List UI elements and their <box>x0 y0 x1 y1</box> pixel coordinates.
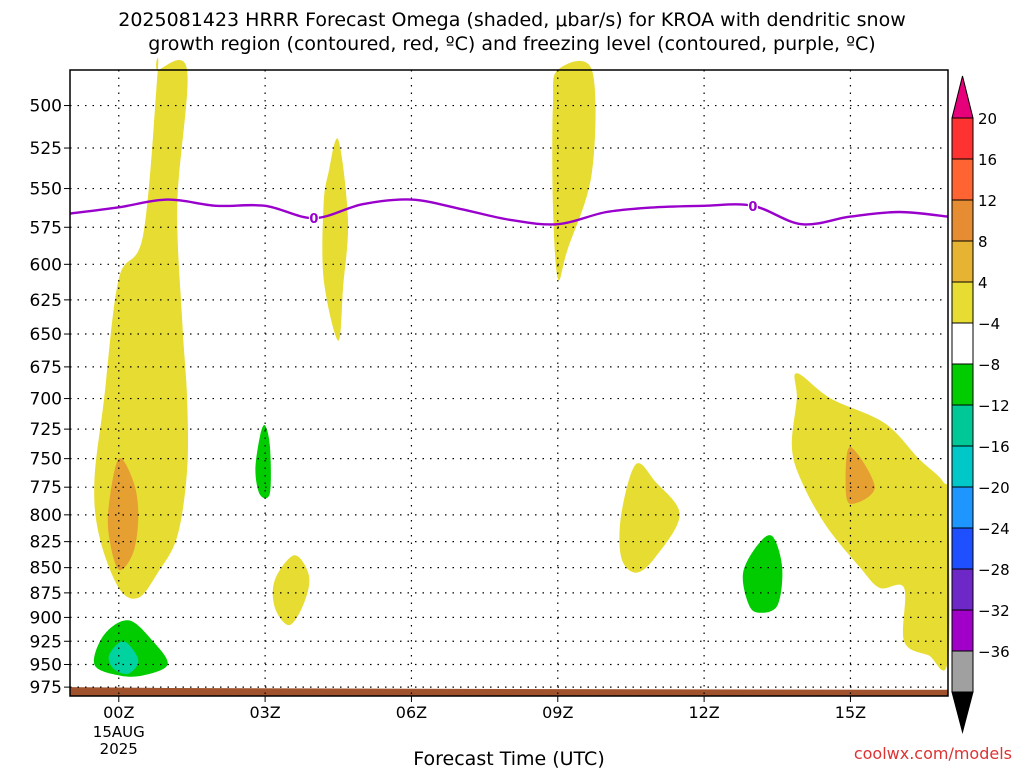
y-tick-label: 550 <box>30 180 62 200</box>
colorbar-swatch <box>951 158 974 201</box>
y-tick-label: 575 <box>30 218 62 238</box>
colorbar-label: 4 <box>978 274 988 292</box>
colorbar-swatch <box>951 650 974 693</box>
omega-shading <box>93 57 950 677</box>
colorbar-label: 20 <box>978 110 997 128</box>
y-tick-label: 600 <box>30 255 62 275</box>
colorbar-label: −12 <box>978 397 1010 415</box>
colorbar-label: 16 <box>978 151 997 169</box>
freezing-level-layer: 00 <box>69 197 949 227</box>
y-tick-label: 925 <box>30 632 62 652</box>
colorbar-label: −28 <box>978 561 1010 579</box>
colorbar-label: −16 <box>978 438 1010 456</box>
y-tick-label: 625 <box>30 291 62 311</box>
y-tick-label: 975 <box>30 678 62 698</box>
ground-layer <box>70 687 948 696</box>
x-tick-label: 09Z <box>542 703 573 722</box>
colorbar-label: −36 <box>978 643 1010 661</box>
omega-region-7 <box>845 446 875 504</box>
title-line-2: growth region (contoured, red, ºC) and f… <box>148 33 876 55</box>
y-tick-label: 900 <box>30 608 62 628</box>
y-tick-label: 775 <box>30 478 62 498</box>
colorbar-swatch <box>951 445 974 488</box>
x-tick-date: 15AUG <box>93 723 145 741</box>
x-tick-label: 15Z <box>835 703 866 722</box>
y-tick-label: 525 <box>30 139 62 159</box>
y-tick-label: 700 <box>30 390 62 410</box>
colorbar-swatch <box>951 363 974 406</box>
colorbar-label: −24 <box>978 520 1010 538</box>
colorbar-label: 12 <box>978 192 997 210</box>
y-axis: 500 525 550 575 600 625 650 675 700 725 750 775 800 8… <box>30 97 70 698</box>
y-tick-label: 825 <box>30 533 62 553</box>
y-tick-label: 725 <box>30 420 62 440</box>
x-tick-label: 03Z <box>249 703 280 722</box>
colorbar-swatch <box>951 486 974 529</box>
colorbar-top-arrow <box>951 75 974 119</box>
colorbar-swatch <box>951 240 974 283</box>
plot-frame <box>69 69 949 697</box>
y-tick-label: 675 <box>30 358 62 378</box>
freezing-level-label: 0 <box>748 200 757 215</box>
omega-region-4 <box>552 60 596 281</box>
x-tick-year: 2025 <box>100 740 138 758</box>
y-tick-label: 750 <box>30 450 62 470</box>
y-tick-label: 950 <box>30 655 62 675</box>
gridlines <box>70 70 948 696</box>
colorbar-swatch <box>951 199 974 242</box>
omega-region-8 <box>255 425 271 499</box>
colorbar-swatch <box>951 609 974 652</box>
colorbar-label: −8 <box>978 356 1000 374</box>
x-tick-label: 12Z <box>688 703 719 722</box>
omega-region-5 <box>619 463 680 573</box>
colorbar-swatch <box>951 322 974 365</box>
title-line-1: 2025081423 HRRR Forecast Omega (shaded, … <box>118 9 906 31</box>
freezing-level-label: 0 <box>309 212 318 227</box>
y-tick-label: 650 <box>30 325 62 345</box>
omega-region-3 <box>272 555 310 626</box>
colorbar-label: −20 <box>978 479 1010 497</box>
colorbar-swatch <box>951 281 974 324</box>
colorbar-swatch <box>951 527 974 570</box>
colorbar: 20 16 12 8 4 −4 −8 −12 −16 −20 −24 −28 −32 −36 <box>951 75 1010 734</box>
chart-title: 2025081423 HRRR Forecast Omega (shaded, … <box>0 8 1024 56</box>
x-tick-label: 06Z <box>396 703 427 722</box>
omega-region-6 <box>791 373 950 671</box>
colorbar-swatch <box>951 568 974 611</box>
freezing-label-bg <box>747 197 758 213</box>
colorbar-label: 8 <box>978 233 988 251</box>
y-tick-label: 875 <box>30 584 62 604</box>
freezing-label-bg <box>308 210 319 226</box>
x-tick-label: 00Z <box>103 703 134 722</box>
colorbar-label: −32 <box>978 602 1010 620</box>
colorbar-bottom-arrow <box>951 691 974 734</box>
omega-region-11 <box>108 641 139 674</box>
omega-region-2 <box>322 138 349 341</box>
credit-text: coolwx.com/models <box>853 744 1012 763</box>
colorbar-swatch <box>951 404 974 447</box>
freezing-level-line <box>69 198 949 226</box>
y-tick-label: 800 <box>30 506 62 526</box>
x-axis-label: Forecast Time (UTC) <box>413 748 604 768</box>
colorbar-label: −4 <box>978 315 1000 333</box>
colorbar-swatch <box>951 117 974 160</box>
ground-fill <box>70 687 948 696</box>
omega-region-9 <box>742 535 783 613</box>
y-tick-label: 850 <box>30 559 62 579</box>
y-tick-label: 500 <box>30 97 62 117</box>
